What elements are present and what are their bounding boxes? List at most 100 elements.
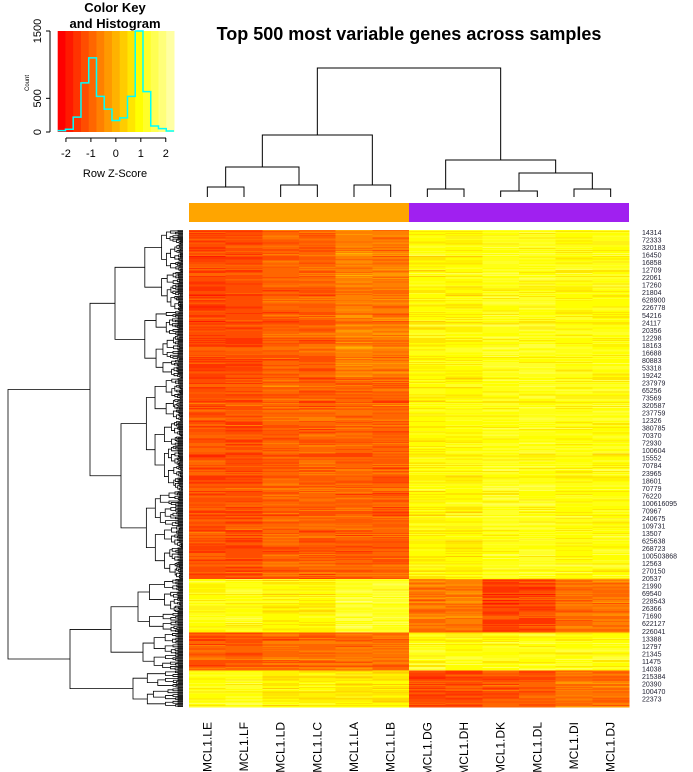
heatmap-cell xyxy=(592,309,630,311)
heatmap-cell xyxy=(592,552,630,554)
heatmap-cell xyxy=(482,428,520,431)
heatmap-cell xyxy=(555,269,593,271)
heatmap-cell xyxy=(482,402,520,404)
heatmap-cell xyxy=(189,261,226,263)
heatmap-cell xyxy=(592,619,630,621)
heatmap-cell xyxy=(372,308,410,310)
heatmap-cell xyxy=(555,589,593,591)
heatmap-cell xyxy=(445,290,483,292)
color-key: Color Key and Histogram -2 -1 0 1 205001500 … xyxy=(25,0,175,180)
heatmap-cell xyxy=(519,488,556,490)
heatmap-cell xyxy=(519,468,556,470)
heatmap-cell xyxy=(555,418,593,420)
heatmap-cell xyxy=(225,327,263,329)
heatmap-cell xyxy=(299,479,336,481)
heatmap-cell xyxy=(592,578,630,581)
heatmap-cell xyxy=(189,295,226,297)
heatmap-cell xyxy=(262,439,300,441)
heatmap-cell xyxy=(262,577,300,579)
heatmap-cell xyxy=(409,591,446,593)
heatmap-cell xyxy=(482,585,520,587)
heatmap-cell xyxy=(592,231,630,234)
heatmap-cell xyxy=(262,276,300,279)
heatmap-cell xyxy=(299,374,336,376)
heatmap-cell xyxy=(555,512,593,515)
dendrogram-branch xyxy=(316,67,502,160)
key-x-tick-label: -1 xyxy=(86,148,96,160)
heatmap-cell xyxy=(262,605,300,607)
heatmap-cell xyxy=(372,245,410,247)
heatmap-cell xyxy=(335,564,373,566)
heatmap-cell xyxy=(225,493,263,496)
heatmap-cell xyxy=(555,500,593,502)
heatmap-cell xyxy=(445,562,483,564)
heatmap-cell xyxy=(189,433,226,435)
heatmap-cell xyxy=(225,420,263,422)
heatmap-cell xyxy=(262,243,300,245)
heatmap-cell xyxy=(335,617,373,619)
heatmap-cell xyxy=(335,370,373,372)
heatmap-cell xyxy=(335,417,373,419)
heatmap-cell xyxy=(262,467,300,469)
heatmap-cell xyxy=(225,562,263,564)
heatmap-cell xyxy=(519,555,556,558)
heatmap-cell xyxy=(592,504,630,506)
heatmap-cell xyxy=(409,357,446,359)
heatmap-cell xyxy=(555,261,593,263)
heatmap-cell xyxy=(519,538,556,541)
heatmap-cell xyxy=(555,385,593,388)
heatmap-cell xyxy=(335,353,373,355)
heatmap-cell xyxy=(225,515,263,518)
heatmap-cell xyxy=(519,360,556,363)
heatmap-cell xyxy=(189,587,226,589)
heatmap-cell xyxy=(372,254,410,257)
heatmap-cell xyxy=(299,243,336,245)
heatmap-cell xyxy=(299,502,336,504)
heatmap-cell xyxy=(482,391,520,393)
heatmap-cell xyxy=(519,622,556,625)
heatmap-cell xyxy=(372,342,410,345)
heatmap-cell xyxy=(189,306,226,308)
heatmap-cell xyxy=(482,495,520,498)
heatmap-cell xyxy=(189,575,226,577)
heatmap-cell xyxy=(519,382,556,385)
heatmap-cell xyxy=(299,527,336,529)
heatmap-cell xyxy=(225,478,263,480)
heatmap-cell xyxy=(189,258,226,260)
heatmap-cell xyxy=(482,509,520,511)
heatmap-cell xyxy=(335,449,373,452)
heatmap-cell xyxy=(299,389,336,391)
heatmap-cell xyxy=(592,555,630,558)
heatmap-cell xyxy=(262,621,300,624)
heatmap-cell xyxy=(519,546,556,548)
heatmap-cell xyxy=(592,567,630,569)
heatmap-cell xyxy=(519,495,556,498)
heatmap-cell xyxy=(482,389,520,391)
heatmap-cell xyxy=(189,609,226,611)
heatmap-cell xyxy=(372,304,410,306)
heatmap-cell xyxy=(299,415,336,417)
heatmap-cell xyxy=(592,542,630,544)
heatmap-cell xyxy=(482,372,520,374)
heatmap-cell xyxy=(555,579,593,582)
heatmap-cell xyxy=(409,582,446,585)
heatmap-cell xyxy=(519,600,556,603)
heatmap-cell xyxy=(335,240,373,242)
heatmap-cell xyxy=(445,273,483,276)
heatmap-cell xyxy=(519,426,556,429)
heatmap-cell xyxy=(409,295,446,298)
heatmap-cell xyxy=(482,486,520,488)
heatmap-cell xyxy=(445,328,483,330)
heatmap-cell xyxy=(335,428,373,431)
heatmap-cell xyxy=(189,329,226,331)
heatmap-cell xyxy=(592,422,630,424)
heatmap-cell xyxy=(592,597,630,599)
heatmap-cell xyxy=(262,485,300,487)
heatmap-cell xyxy=(262,294,300,296)
heatmap-cell xyxy=(225,421,263,423)
heatmap-cell xyxy=(225,586,263,588)
heatmap-cell xyxy=(225,394,263,396)
heatmap-cell xyxy=(409,352,446,354)
heatmap-cell xyxy=(409,529,446,531)
heatmap-cell xyxy=(189,447,226,449)
